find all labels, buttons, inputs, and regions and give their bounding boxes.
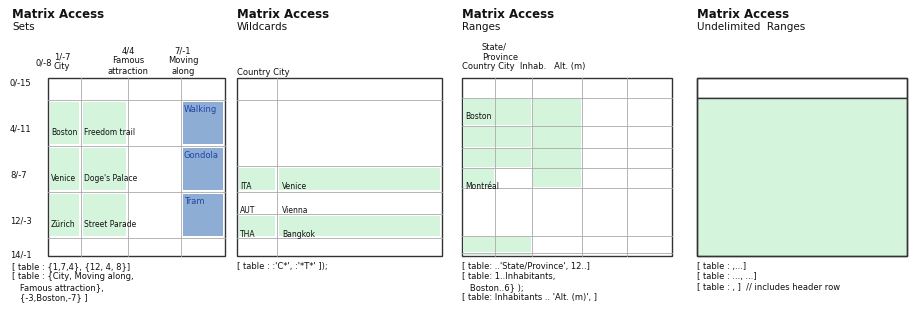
Bar xyxy=(462,149,530,167)
Text: Doge's Palace: Doge's Palace xyxy=(84,174,137,183)
Text: 14/-1: 14/-1 xyxy=(10,250,31,259)
Text: Montréal: Montréal xyxy=(464,182,498,191)
Bar xyxy=(239,216,275,236)
Bar xyxy=(278,216,439,236)
Bar xyxy=(183,194,222,236)
Text: Matrix Access: Matrix Access xyxy=(461,8,553,21)
Text: 0/-8: 0/-8 xyxy=(36,58,52,67)
Bar xyxy=(697,78,906,256)
Text: Boston: Boston xyxy=(464,112,491,121)
Text: Freedom trail: Freedom trail xyxy=(84,128,135,137)
Bar xyxy=(50,102,79,144)
Text: [ table : :'C*', :'*T*' ]);: [ table : :'C*', :'*T*' ]); xyxy=(237,262,327,271)
Bar xyxy=(278,168,439,190)
Text: Gondola: Gondola xyxy=(184,151,219,160)
Bar xyxy=(462,254,530,255)
Text: Zürich: Zürich xyxy=(51,220,75,229)
Bar xyxy=(532,99,581,187)
Text: Venice: Venice xyxy=(282,182,307,191)
Text: 12/-3: 12/-3 xyxy=(10,216,32,225)
Text: 4/4
Famous
attraction: 4/4 Famous attraction xyxy=(108,46,148,76)
Bar xyxy=(183,102,222,144)
Text: Boston: Boston xyxy=(51,128,77,137)
Bar xyxy=(83,102,126,144)
Bar xyxy=(83,148,126,190)
Bar xyxy=(239,168,275,190)
Bar xyxy=(83,194,126,236)
Bar xyxy=(462,127,530,147)
Text: Undelimited  Ranges: Undelimited Ranges xyxy=(697,22,804,32)
Bar xyxy=(183,148,222,190)
Text: Sets: Sets xyxy=(12,22,35,32)
Text: 8/-7: 8/-7 xyxy=(10,170,27,179)
Text: [ table : {1,7,4}, {12, 4, 8}]
[ table : {City, Moving along,
   Famous attracti: [ table : {1,7,4}, {12, 4, 8}] [ table :… xyxy=(12,262,133,302)
Text: [ table: ..'State/Province', 12..]
[ table: 1..Inhabitants,
   Boston..6} );
[ t: [ table: ..'State/Province', 12..] [ tab… xyxy=(461,262,596,302)
Text: Matrix Access: Matrix Access xyxy=(12,8,104,21)
Text: 0/-15: 0/-15 xyxy=(10,78,31,87)
Bar xyxy=(50,148,79,190)
Text: [ table : ,...]
[ table : ..., ...]
[ table : , ]  // includes header row: [ table : ,...] [ table : ..., ...] [ ta… xyxy=(697,262,839,292)
Text: 7/-1
Moving
along: 7/-1 Moving along xyxy=(167,46,198,76)
Bar xyxy=(697,98,906,256)
Text: AUT: AUT xyxy=(240,206,255,215)
Bar xyxy=(237,78,441,256)
Text: Venice: Venice xyxy=(51,174,76,183)
Text: Vienna: Vienna xyxy=(282,206,308,215)
Text: Matrix Access: Matrix Access xyxy=(237,8,329,21)
Bar xyxy=(462,237,530,252)
Text: 1/-7
City: 1/-7 City xyxy=(53,52,70,71)
Text: THA: THA xyxy=(240,230,255,239)
Text: Ranges: Ranges xyxy=(461,22,500,32)
Text: Wildcards: Wildcards xyxy=(237,22,288,32)
Bar xyxy=(461,78,671,256)
Text: State/
Province: State/ Province xyxy=(482,43,517,63)
Text: Walking: Walking xyxy=(184,105,217,114)
Bar xyxy=(50,194,79,236)
Bar xyxy=(697,78,906,98)
Text: Country City: Country City xyxy=(237,68,289,77)
Text: Matrix Access: Matrix Access xyxy=(697,8,789,21)
Text: 4/-11: 4/-11 xyxy=(10,124,31,133)
Bar xyxy=(462,169,494,187)
Bar xyxy=(462,99,530,125)
Text: Country City  Inhab.   Alt. (m): Country City Inhab. Alt. (m) xyxy=(461,62,584,71)
Text: Tram: Tram xyxy=(184,197,204,206)
Text: Bangkok: Bangkok xyxy=(282,230,314,239)
Text: ITA: ITA xyxy=(240,182,251,191)
Bar xyxy=(48,78,225,256)
Text: Street Parade: Street Parade xyxy=(84,220,136,229)
